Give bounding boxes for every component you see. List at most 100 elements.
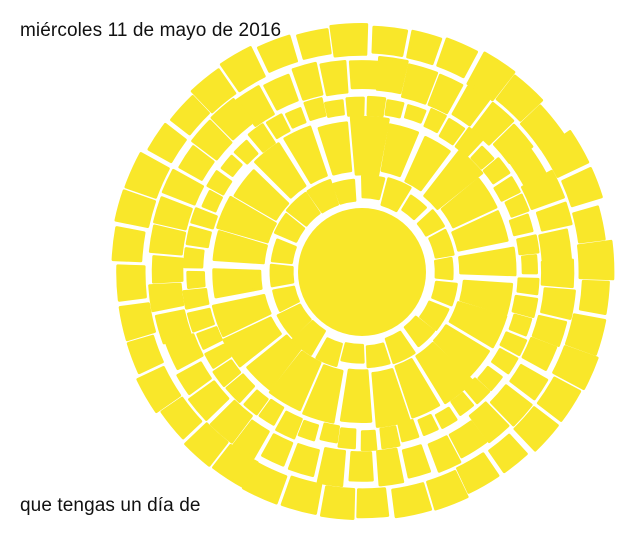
sun-tile [451,210,509,252]
sun-tile [272,285,300,312]
sun-tile [440,177,498,229]
sun-tile [212,230,268,265]
sun-tile [302,364,344,424]
sun-tile [375,56,409,95]
sun-tile [397,419,420,443]
date-text: miércoles 11 de mayo de 2016 [20,20,282,41]
sun-tile [572,205,606,244]
sun-tile [540,287,576,320]
sun-tile [233,169,290,221]
sun-tile [257,34,298,73]
sun-tile [516,234,540,256]
sun-tile [401,444,431,479]
sun-tile [319,60,349,97]
sun-tile [521,169,565,210]
sun-tile [303,97,327,121]
sun-tile [538,228,572,262]
sun-tile [488,433,528,474]
sun-tile [401,194,427,221]
sun-tile [536,201,573,232]
sun-tile [365,342,391,369]
sun-tile [136,366,182,413]
sun-tile [154,309,192,345]
sun-tile [274,213,306,243]
sun-tile [376,447,405,487]
sun-tile [209,399,253,444]
sun-tile [434,406,458,429]
sun-tile [371,25,409,57]
sun-tile [448,420,488,459]
sun-tile [508,313,533,337]
sun-tile [459,279,514,316]
sun-core [298,208,426,336]
sun-tile [176,361,212,395]
sun-tile [268,350,322,412]
sun-tile [258,398,285,426]
sun-tile [116,264,147,302]
sun-tile [448,301,508,349]
sun-tile [379,425,401,450]
sun-tile [151,255,184,284]
sun-tile [561,167,603,208]
sun-tile [404,136,451,192]
sun-tile [384,99,405,119]
sun-tile [118,302,156,342]
sun-tile [427,73,464,115]
sun-tile [490,384,533,427]
sun-tile [531,314,568,347]
greeting-text: que tengas un día de [20,495,201,516]
sun-tile [337,427,357,450]
sun-tile [191,119,233,161]
sun-tile [243,389,269,416]
sun-tile [391,482,433,519]
sun-tile [212,443,259,489]
sun-tile [216,195,277,244]
sun-tile [124,152,170,199]
sun-tile [222,316,282,368]
sun-tile [196,326,223,350]
sun-tile [206,170,233,196]
sun-tile [416,209,445,237]
sun-tile [431,280,458,307]
sun-tile [516,277,540,296]
sun-tile [406,29,443,66]
sun-tile [468,401,510,444]
sun-tile [438,118,466,146]
sun-tile [499,331,528,356]
sun-tiles [111,23,615,520]
sun-tile [286,191,321,227]
sun-tile [211,294,272,338]
sun-tile [275,410,303,440]
sun-tile [509,364,549,401]
sun-tile [521,254,539,275]
sun-tile [423,108,447,133]
sun-tile [417,414,439,436]
sun-tile [212,359,242,387]
sun-tile [317,121,353,176]
sun-tile [297,419,319,442]
sun-tile [233,139,259,165]
sun-tile [185,225,212,249]
sun-tile [148,224,187,256]
sun-tile [565,313,607,356]
sun-tile [315,337,343,367]
sun-tile [182,288,210,310]
sun-tile [482,157,511,185]
sun-tile [436,37,478,79]
sun-tile [541,130,590,178]
sun-tile [508,213,534,237]
sun-tile [394,358,441,419]
sun-tile [204,343,232,369]
sun-tile [345,96,365,117]
sun-tile [114,189,156,228]
sun-tile [349,115,390,177]
sun-tile [434,256,454,281]
sun-tile [466,51,516,102]
sun-tile [458,246,517,277]
sun-tile [504,193,530,218]
sun-tile [210,98,253,141]
sun-tile [170,95,210,136]
sun-tile [219,46,266,93]
sun-tile [126,334,164,375]
